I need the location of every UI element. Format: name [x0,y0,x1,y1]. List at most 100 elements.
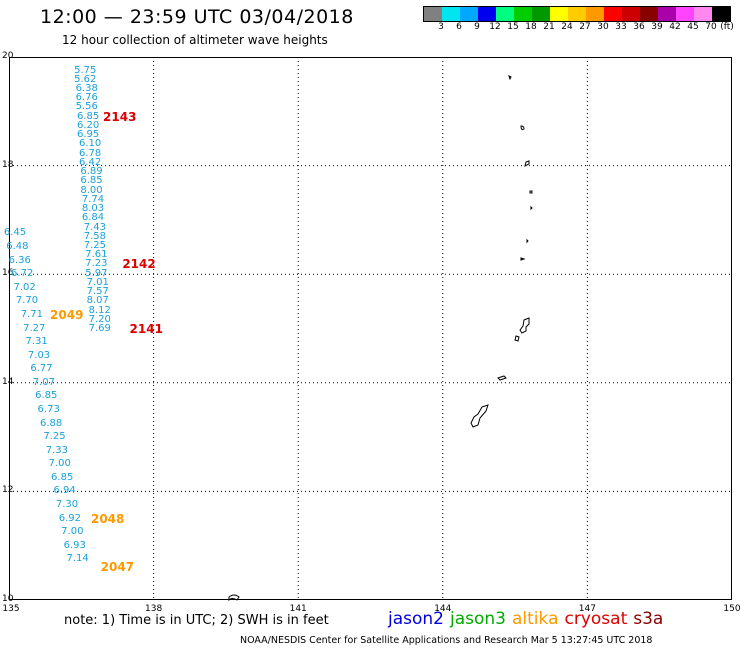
wave-height-value: 7.01 [86,276,109,288]
y-tick-label: 16 [2,268,14,279]
island-outline [529,190,533,194]
wave-height-value: 6.10 [78,138,102,150]
colorbar-swatch [568,7,586,21]
wave-height-value: 6.73 [37,403,60,415]
wave-height-value: 7.70 [15,295,39,307]
colorbar-label: 9 [474,22,480,32]
island-outline [530,205,533,211]
pass-number-label: 2143 [103,109,137,124]
wave-height-value: 8.12 [88,304,111,316]
x-tick-label: 150 [723,604,740,614]
wave-height-value: 7.23 [85,258,108,270]
wave-height-value: 6.45 [3,227,27,239]
chart-title: 12:00 — 23:59 UTC 03/04/2018 [40,6,354,28]
colorbar-label: (ft) [720,22,734,32]
colorbar-label: 12 [489,22,501,32]
wave-height-value: 6.77 [30,363,53,375]
colorbar-label: 15 [507,22,519,32]
colorbar-swatch [586,7,604,21]
island-outline [520,125,525,131]
colorbar-swatch [514,7,532,21]
pass-number-label: 2142 [122,257,156,272]
colorbar-labels: 3 6 9 12 15 18 21 24 27 30 33 36 39 42 45 70 (ft) [423,22,740,34]
wave-height-value: 6.42 [78,156,102,168]
wave-height-value: 7.20 [88,313,111,325]
units-note: note: 1) Time is in UTC; 2) SWH is in fe… [64,613,329,628]
island-outline [470,404,489,428]
wave-height-value: 5.56 [75,101,98,113]
wave-height-value: 6.84 [81,212,105,224]
colorbar-swatch [532,7,550,21]
wave-height-value: 6.85 [51,471,74,483]
wave-height-value: 7.69 [88,323,111,335]
legend-item: cryosat [564,609,628,629]
x-tick-label: 147 [578,604,596,614]
colorbar-label: 18 [525,22,537,32]
wave-height-value: 6.76 [75,92,98,104]
legend-item: altika [512,609,559,629]
legend-item: s3a [633,609,664,629]
wave-height-value: 7.25 [43,431,66,443]
wave-height-value: 6.88 [39,417,63,429]
wave-height-value: 5.62 [74,73,97,85]
colorbar-swatch [478,7,496,21]
footer-credit: NOAA/NESDIS Center for Satellite Applica… [240,635,653,646]
y-tick-label: 18 [2,159,14,170]
island-outline [514,335,520,342]
island-outline [524,160,530,167]
x-tick-label: 135 [2,604,20,614]
wave-height-value: 8.00 [80,184,103,196]
pass-number-label: 2047 [100,560,135,575]
colorbar-swatch [442,7,460,21]
colorbar-label: 70 [705,22,717,32]
colorbar-swatch [658,7,676,21]
colorbar-label: 39 [651,22,663,32]
y-tick-label: 10 [2,594,14,604]
wave-height-value: 7.61 [85,249,108,261]
wave-height-value: 7.71 [20,308,43,320]
wave-height-value: 6.48 [6,241,29,253]
wave-height-value: 8.07 [86,295,109,307]
colorbar-label: 36 [633,22,645,32]
pass-number-label: 2049 [50,307,84,322]
wave-height-value: 7.57 [86,286,109,298]
colorbar-swatch [622,7,640,21]
island-outline [508,75,512,81]
y-tick-label: 12 [2,485,14,496]
colorbar-swatch [712,7,730,21]
wave-height-value: 7.02 [13,281,36,293]
wave-height-value: 7.43 [83,221,107,233]
colorbar-label: 30 [597,22,609,32]
wave-height-value: 6.94 [53,485,76,497]
colorbar-swatch [460,7,478,21]
colorbar-swatch [550,7,568,21]
colorbar-label: 3 [438,22,444,32]
wave-height-value: 6.85 [35,390,58,402]
map-plot-area [9,57,732,600]
colorbar-label: 27 [579,22,591,32]
colorbar-swatch [604,7,622,21]
pass-number-label: 2141 [129,322,163,337]
wave-height-value: 5.75 [74,64,97,76]
wave-height-value: 7.58 [83,230,107,242]
island-outline [520,257,526,261]
wave-height-value: 7.30 [55,498,79,510]
island-outline [526,238,529,244]
y-tick-label: 20 [2,51,14,61]
wave-height-value: 7.00 [61,526,84,538]
colorbar-label: 6 [456,22,462,32]
chart-subtitle: 12 hour collection of altimeter wave hei… [62,33,328,47]
wave-height-value: 6.78 [78,147,102,159]
x-tick-label: 141 [289,604,307,614]
satellite-legend: jason2 jason3 altika cryosat s3a [388,609,669,629]
wave-height-value: 6.89 [80,166,103,178]
wave-height-value: 7.00 [48,458,71,470]
wave-height-value: 7.14 [66,553,89,565]
wave-height-value: 6.38 [75,83,98,95]
wave-height-value: 6.85 [77,110,100,122]
colorbar-label: 33 [615,22,627,32]
colorbar-label: 21 [543,22,555,32]
wave-height-value: 6.93 [63,539,86,551]
colorbar-label: 45 [687,22,699,32]
